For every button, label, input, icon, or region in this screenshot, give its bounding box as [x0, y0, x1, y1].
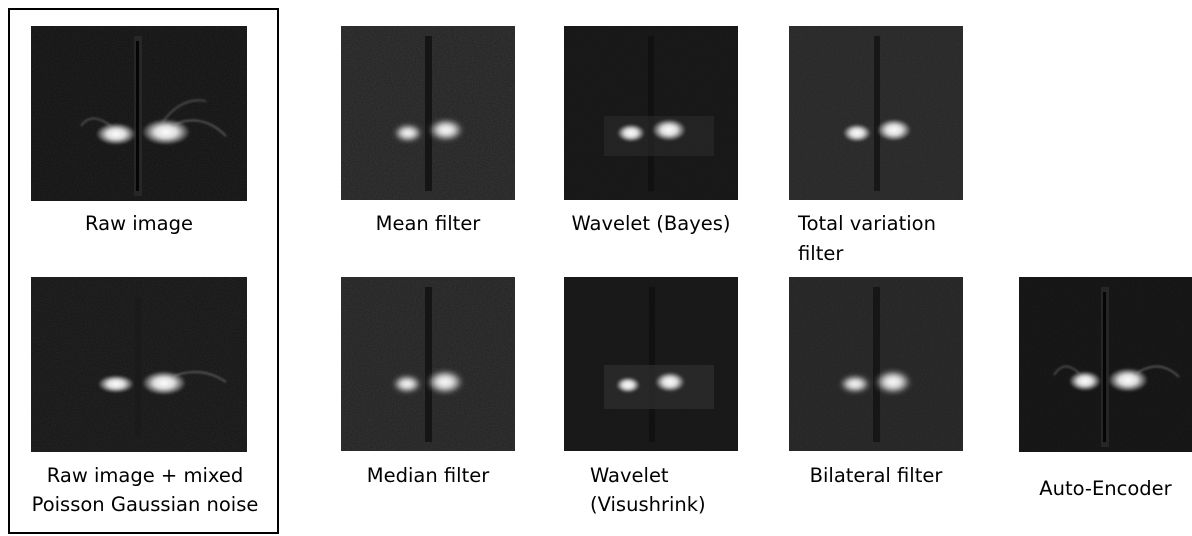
auto-encoder-image	[1019, 277, 1192, 452]
bilateral-filter-image	[789, 277, 963, 451]
wavelet-visushrink-caption-line1: Wavelet	[590, 464, 669, 487]
raw-image	[31, 26, 247, 201]
median-filter-image	[341, 277, 515, 451]
wavelet-bayes-image	[564, 26, 738, 200]
auto-encoder-caption: Auto-Encoder	[1039, 477, 1172, 500]
noisy-caption-line2: Poisson Gaussian noise	[31, 493, 259, 516]
input-images-frame	[8, 8, 279, 534]
mean-filter-caption: Mean filter	[375, 212, 481, 235]
total-variation-caption-line1: Total variation	[798, 212, 936, 235]
wavelet-bayes-caption: Wavelet (Bayes)	[571, 212, 731, 235]
noisy-raw-image	[31, 277, 247, 452]
raw-image-caption: Raw image	[85, 212, 193, 235]
wavelet-visushrink-caption-line2: (Visushrink)	[590, 493, 706, 516]
mean-filter-image	[341, 26, 515, 200]
wavelet-visushrink-image	[564, 277, 738, 451]
total-variation-image	[789, 26, 963, 200]
median-filter-caption: Median filter	[366, 464, 490, 487]
noisy-caption-line1: Raw image + mixed	[46, 464, 244, 487]
bilateral-filter-caption: Bilateral filter	[809, 464, 943, 487]
total-variation-caption-line2: filter	[798, 242, 844, 265]
